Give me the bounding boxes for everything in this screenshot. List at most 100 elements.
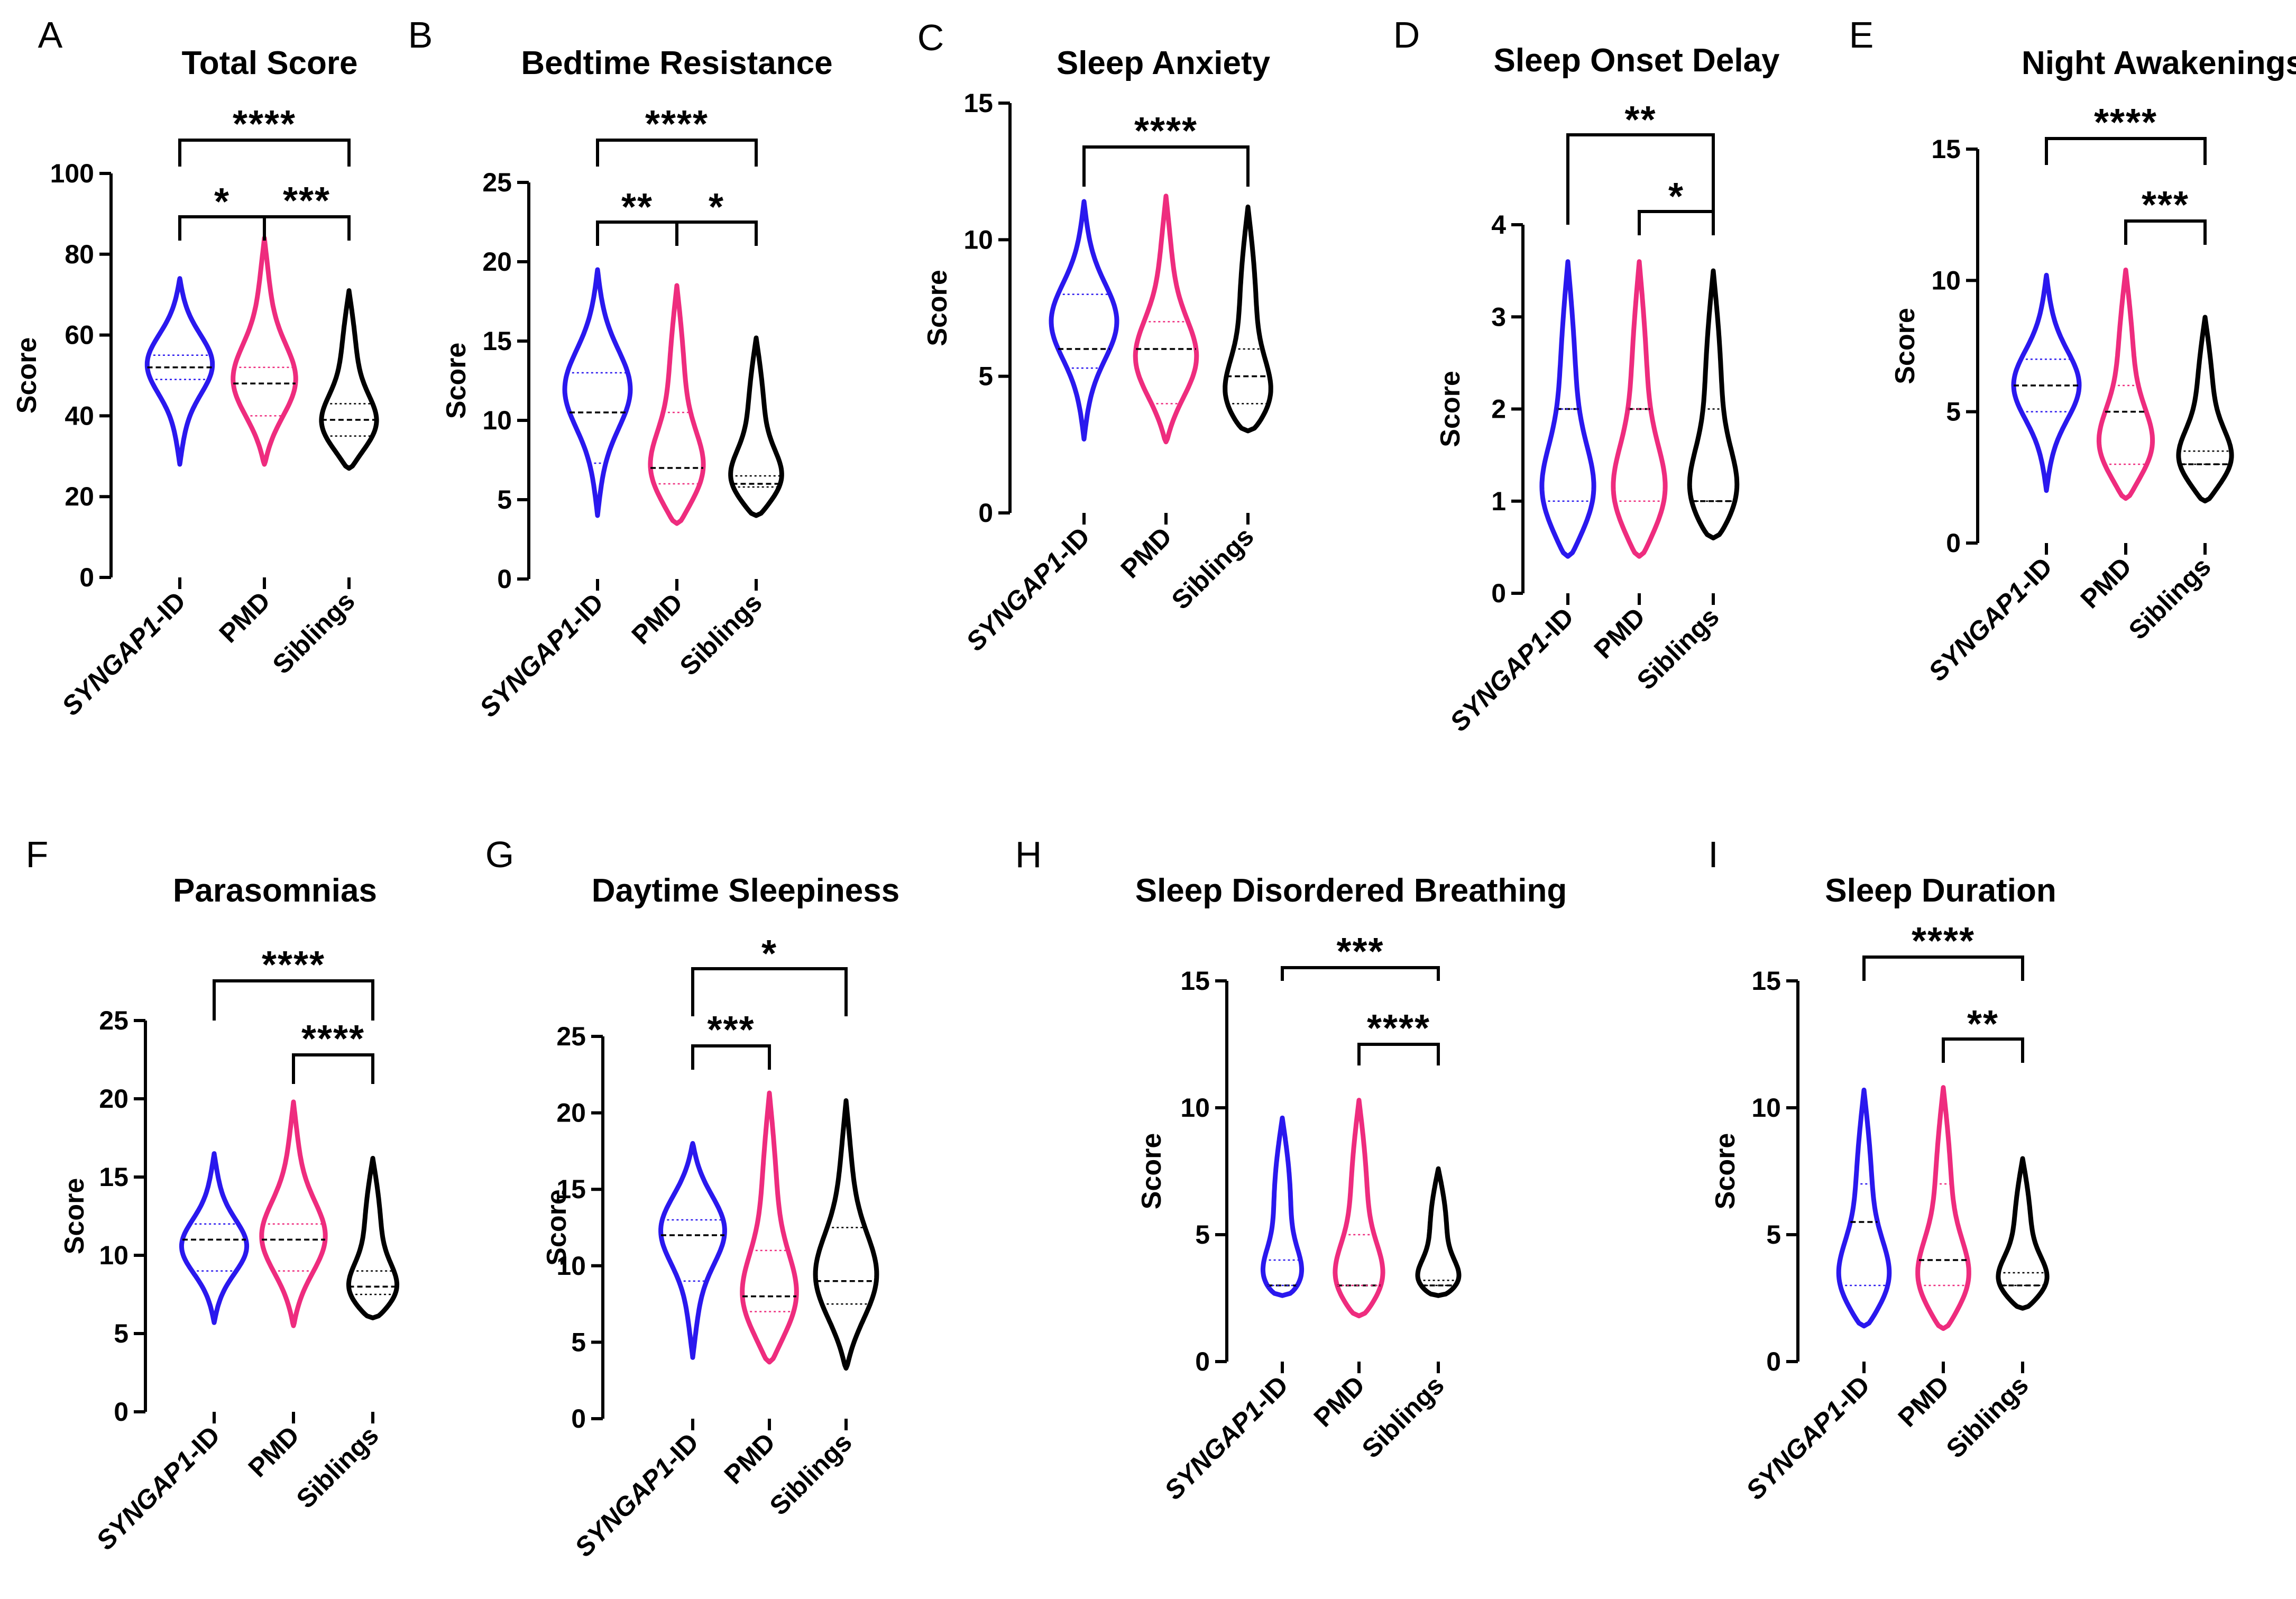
significance-bracket [213, 979, 374, 1021]
panel-letter: A [38, 14, 63, 56]
y-tick-label: 20 [65, 482, 94, 511]
chart-title: Total Score [181, 45, 357, 81]
y-tick-label: 15 [556, 1174, 586, 1204]
significance-label: **** [2094, 102, 2157, 144]
y-tick-label: 0 [79, 563, 94, 592]
significance-label: **** [1912, 920, 1975, 962]
y-tick-label: 10 [1931, 265, 1961, 295]
x-category-label: SYNGAP1-ID [1444, 602, 1579, 737]
violin-siblings [728, 335, 784, 518]
chart-title: Daytime Sleepiness [592, 872, 899, 909]
significance-label: ** [1967, 1003, 1999, 1045]
y-axis-label: Score [1890, 308, 1921, 384]
y-tick-label: 10 [556, 1251, 586, 1281]
y-tick-label: 15 [99, 1162, 128, 1192]
significance-label: **** [233, 103, 296, 145]
violin-siblings [1415, 1166, 1462, 1298]
y-tick-label: 0 [1946, 528, 1961, 558]
significance-bracket [292, 1053, 374, 1084]
violin-siblings [1687, 268, 1740, 540]
y-tick-label: 80 [65, 240, 94, 269]
significance-bracket [1638, 210, 1715, 235]
violin-siblings [813, 1098, 879, 1371]
y-tick-label: 15 [1180, 966, 1210, 996]
x-category-label: SYNGAP1-ID [960, 521, 1096, 657]
chart-title: Sleep Anxiety [1057, 45, 1271, 81]
y-tick-label: 10 [1751, 1093, 1781, 1123]
x-category-label: Siblings [291, 1420, 384, 1514]
chart-panel-d: D Sleep Onset Delay 0 1 2 3 4 Score SYNGAP1-ID PM… [1393, 14, 1780, 737]
violin-syngap1-id [144, 276, 215, 467]
x-category-label: SYNGAP1-ID [474, 587, 609, 723]
violin-pmd [1133, 194, 1199, 445]
chart-title: Night Awakenings [2022, 45, 2296, 81]
violin-pmd [648, 283, 706, 526]
y-tick-label: 15 [1931, 134, 1961, 164]
violin-pmd [1611, 259, 1668, 559]
significance-bracket [263, 215, 351, 241]
y-tick-label: 0 [497, 564, 512, 594]
x-category-label: PMD [626, 587, 688, 650]
y-tick-label: 0 [1766, 1347, 1781, 1376]
y-tick-label: 0 [114, 1397, 128, 1427]
significance-label: *** [2142, 184, 2189, 226]
significance-label: **** [1367, 1007, 1430, 1050]
x-category-label: Siblings [267, 586, 361, 679]
significance-label: ** [621, 186, 653, 228]
chart-panel-b: B Bedtime Resistance 0 5 10 15 20 25 Score SYNGAP… [408, 14, 833, 723]
x-category-label: PMD [214, 586, 276, 648]
significance-label: * [709, 186, 724, 228]
panel-letter: E [1849, 14, 1874, 56]
violin-syngap1-id [1539, 259, 1596, 559]
chart-panel-f: F Parasomnias 0 5 10 15 20 25 Score SYNGAP1-ID PMD… [26, 834, 400, 1556]
x-category-label: Siblings [2123, 552, 2217, 645]
significance-bracket [1357, 1043, 1440, 1065]
violin-syngap1-id [179, 1151, 250, 1325]
y-axis-label: Score [1136, 1133, 1167, 1210]
y-tick-label: 5 [1946, 397, 1961, 427]
significance-bracket [1566, 133, 1715, 225]
significance-bracket [1082, 145, 1250, 187]
y-tick-label: 25 [482, 168, 512, 197]
y-tick-label: 5 [114, 1319, 128, 1348]
significance-label: ** [1624, 99, 1656, 141]
violin-syngap1-id [2011, 272, 2082, 493]
x-category-label: SYNGAP1-ID [56, 586, 191, 721]
y-tick-label: 15 [963, 88, 993, 118]
chart-title: Sleep Disordered Breathing [1135, 872, 1567, 909]
chart-panel-g: G Daytime Sleepiness 0 5 10 15 20 25 Score SYNGAP… [485, 834, 899, 1563]
significance-bracket [691, 1044, 771, 1070]
y-tick-label: 15 [1751, 966, 1781, 996]
y-tick-label: 5 [1766, 1220, 1781, 1249]
y-tick-label: 20 [99, 1084, 128, 1114]
chart-panel-e: E Night Awakenings 0 5 10 15 Score SYNGAP1-ID PM… [1849, 14, 2296, 687]
y-axis-label: Score [12, 337, 42, 414]
x-category-label: Siblings [1631, 602, 1725, 695]
x-category-label: PMD [2075, 552, 2137, 614]
x-category-label: SYNGAP1-ID [569, 1427, 704, 1563]
x-category-label: SYNGAP1-ID [1159, 1370, 1294, 1505]
panel-letter: B [408, 14, 433, 56]
panel-letter: F [26, 834, 49, 875]
panel-letter: I [1708, 834, 1718, 875]
y-tick-label: 0 [1491, 578, 1506, 608]
significance-label: **** [645, 103, 709, 145]
y-tick-label: 3 [1491, 302, 1506, 332]
panel-letter: G [485, 834, 514, 875]
violin-siblings [1223, 204, 1273, 434]
y-tick-label: 20 [556, 1098, 586, 1128]
significance-bracket [1281, 966, 1440, 981]
y-tick-label: 10 [963, 225, 993, 254]
violin-pmd [231, 235, 298, 467]
x-category-label: SYNGAP1-ID [1740, 1370, 1876, 1505]
violin-siblings [346, 1156, 400, 1320]
y-axis-label: Score [441, 343, 472, 419]
chart-title: Parasomnias [173, 872, 377, 909]
y-tick-label: 10 [1180, 1093, 1210, 1123]
x-category-label: Siblings [1941, 1370, 2034, 1464]
panel-letter: D [1393, 14, 1420, 56]
chart-title: Bedtime Resistance [521, 45, 832, 81]
significance-label: * [1668, 176, 1684, 218]
y-tick-label: 10 [99, 1240, 128, 1270]
